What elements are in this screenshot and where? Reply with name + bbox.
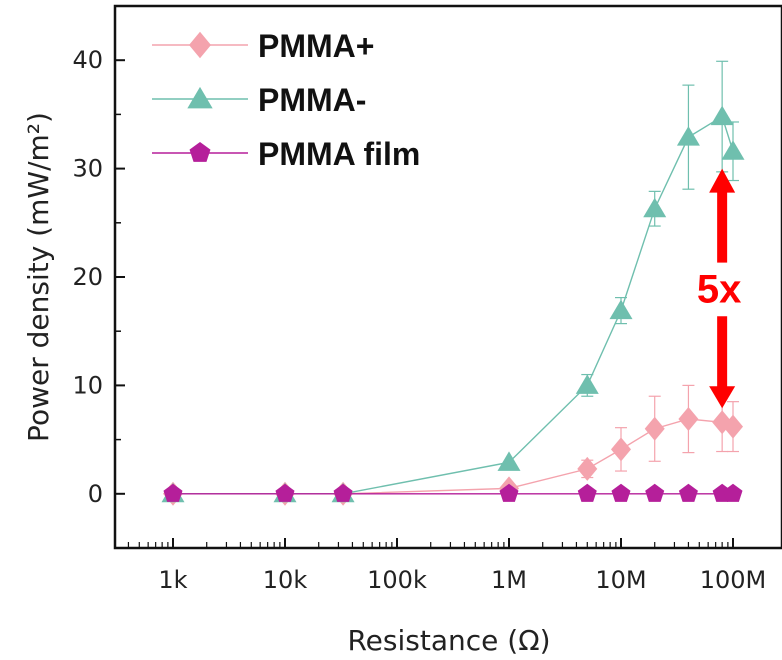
arrow-head-up [709,168,736,193]
x-tick-label: 10k [263,566,308,594]
y-tick-label: 10 [72,371,103,399]
y-tick-label: 0 [88,480,103,508]
data-point [710,105,734,126]
data-point [577,483,597,502]
legend-label: PMMA+ [258,28,374,64]
y-axis-title: Power density (mW/m²) [22,112,55,442]
x-tick-label: 100M [700,566,767,594]
series-2 [163,483,743,502]
legend-marker [187,86,213,109]
data-point [678,483,698,502]
legend-label: PMMA film [258,136,420,172]
data-point [609,299,633,320]
data-point [497,451,521,471]
data-point [723,414,743,439]
legend-marker [189,142,211,162]
plot-frame [113,4,782,550]
legend-entry-0: PMMA+ [152,28,374,64]
data-point [575,374,599,394]
data-point [499,483,519,502]
fold-change-annotation: 5x [697,168,742,409]
data-point [577,456,598,481]
data-point [676,126,700,146]
data-point [611,483,631,502]
arrow-head-down [709,386,736,409]
x-axis-title: Resistance (Ω) [347,624,550,657]
data-point [275,483,295,502]
y-tick-label: 20 [72,263,103,291]
legend-entry-2: PMMA film [152,136,420,172]
series-line [173,115,734,495]
data-point [644,416,665,441]
data-point [333,483,353,502]
x-tick-label: 10M [595,566,646,594]
legend-entry-1: PMMA- [152,82,366,118]
legend-marker [189,31,211,59]
fold-change-label: 5x [697,267,742,311]
data-point [163,483,183,502]
y-axis: 0 10 20 30 40 [72,46,125,549]
annotation-layer: 5x [697,168,742,409]
x-axis: 1k 10k 100k 1M 10M 100M [127,538,767,594]
data-point [678,407,699,432]
y-tick-label: 30 [72,155,103,183]
x-tick-label: 100k [367,566,427,594]
arrow-shaft-up [717,190,728,263]
x-tick-label: 1k [158,566,187,594]
data-point [611,437,631,462]
series-layer [161,60,745,506]
legend-label: PMMA- [258,82,366,118]
data-point [645,483,665,502]
data-point [643,197,667,218]
data-point [721,140,745,160]
y-tick-label: 40 [72,46,103,74]
x-tick-label: 1M [491,566,527,594]
legend: PMMA+ PMMA- PMMA film [152,28,420,172]
data-point [723,483,743,502]
arrow-shaft-down [717,316,728,389]
